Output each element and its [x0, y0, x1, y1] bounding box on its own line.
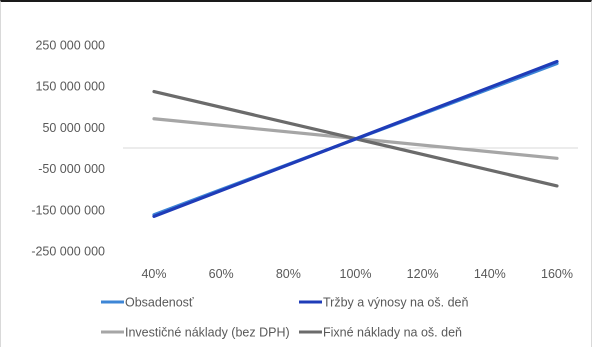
x-tick-label: 60%: [209, 267, 234, 281]
series-line: [152, 59, 559, 218]
x-tick-label: 160%: [541, 267, 573, 281]
y-tick-label: -150 000 000: [31, 203, 105, 217]
x-tick-label: 120%: [407, 267, 439, 281]
y-tick-label: -50 000 000: [38, 162, 105, 176]
y-tick-label: -250 000 000: [31, 245, 105, 259]
series-lines: [152, 59, 559, 218]
legend: Obsadenosť Tržby a výnosy na oš. deň Inves…: [101, 296, 468, 340]
y-axis-tick-labels: 250 000 000 150 000 000 50 000 000 -50 000 …: [31, 39, 105, 259]
x-axis-tick-labels: 40% 60% 80% 100% 120% 140% 160%: [141, 267, 573, 281]
legend-label: Fixné náklady na oš. deň: [323, 326, 462, 340]
y-tick-label: 50 000 000: [42, 121, 105, 135]
x-tick-label: 40%: [141, 267, 166, 281]
legend-label: Investičné náklady (bez DPH): [125, 326, 290, 340]
legend-label: Tržby a výnosy na oš. deň: [323, 296, 468, 310]
y-tick-label: 150 000 000: [35, 80, 105, 94]
x-tick-label: 80%: [276, 267, 301, 281]
legend-label: Obsadenosť: [125, 296, 194, 310]
x-tick-label: 140%: [474, 267, 506, 281]
y-tick-label: 250 000 000: [35, 39, 105, 53]
x-tick-label: 100%: [340, 267, 372, 281]
